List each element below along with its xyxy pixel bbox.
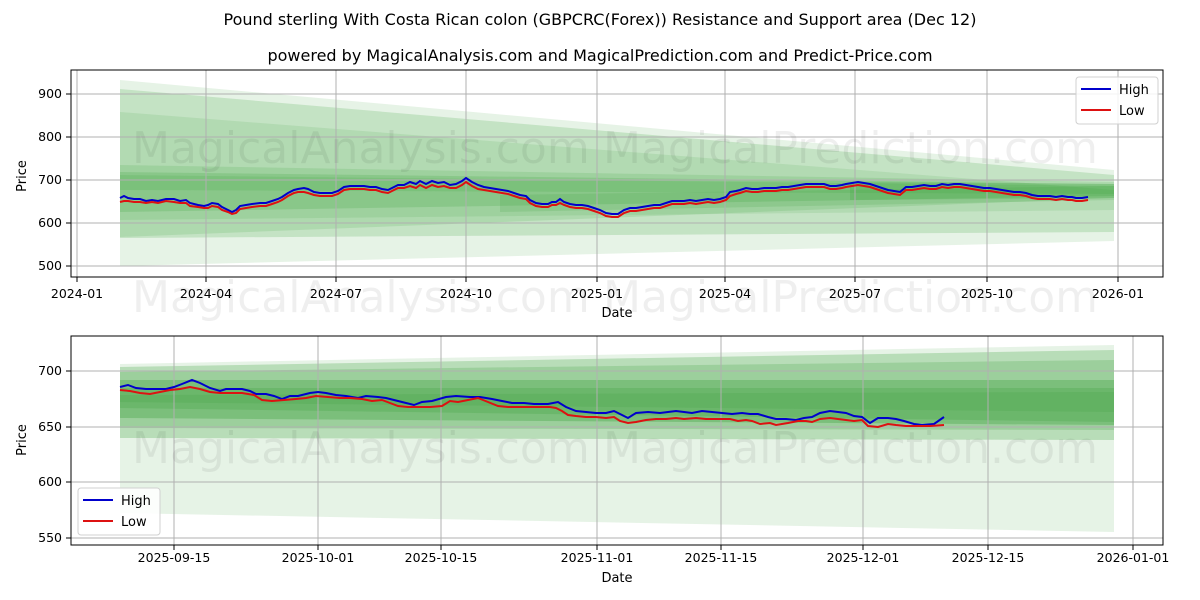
- x-tick-label: 2025-12-01: [827, 550, 900, 565]
- bottom-chart: MagicalAnalysis.com MagicalPrediction.co…: [15, 335, 1170, 586]
- top-axes-frame: [70, 69, 1164, 278]
- legend-low-label: Low: [121, 515, 147, 530]
- y-tick-label: 700: [38, 363, 62, 378]
- y-tick-label: 800: [38, 129, 62, 144]
- bottom-x-axis: 2025-09-15 2025-10-01 2025-10-15 2025-11…: [138, 545, 1170, 586]
- chart-title: Pound sterling With Costa Rican colon (G…: [223, 10, 977, 29]
- y-tick-label: 600: [38, 474, 62, 489]
- watermark-prediction: MagicalPrediction.com: [603, 123, 1098, 174]
- x-tick-label: 2024-10: [440, 286, 492, 301]
- x-axis-label: Date: [601, 571, 632, 586]
- watermark-prediction-3: MagicalPrediction.com: [603, 423, 1098, 474]
- x-tick-label: 2026-01-01: [1097, 550, 1170, 565]
- bottom-grid: [71, 336, 1163, 545]
- y-tick-label: 550: [38, 530, 62, 545]
- y-tick-label: 600: [38, 215, 62, 230]
- y-tick-label: 900: [38, 86, 62, 101]
- x-tick-label: 2025-11-01: [561, 550, 634, 565]
- watermark-analysis-3: MagicalAnalysis.com: [132, 423, 590, 474]
- x-tick-label: 2025-09-15: [138, 550, 211, 565]
- top-low-line: [119, 180, 1089, 218]
- bottom-axes-frame: [70, 335, 1164, 546]
- x-tick-label: 2026-01: [1092, 286, 1144, 301]
- top-legend: High Low: [1075, 76, 1159, 125]
- watermark-prediction-2: MagicalPrediction.com: [603, 272, 1098, 323]
- watermark-analysis: MagicalAnalysis.com: [132, 123, 590, 174]
- x-tick-label: 2024-04: [180, 286, 232, 301]
- legend-low-label: Low: [1119, 104, 1145, 119]
- top-y-axis: 900 800 700 600 500 Price: [15, 86, 71, 273]
- bottom-low-line: [119, 385, 945, 429]
- x-tick-label: 2025-12-15: [952, 550, 1025, 565]
- x-tick-label: 2025-07: [829, 286, 881, 301]
- legend-high-label: High: [1119, 83, 1149, 98]
- chart-subtitle: powered by MagicalAnalysis.com and Magic…: [267, 46, 933, 65]
- top-grid: [71, 70, 1163, 277]
- x-tick-label: 2025-11-15: [685, 550, 758, 565]
- x-tick-label: 2025-10-01: [282, 550, 355, 565]
- watermark-analysis-2: MagicalAnalysis.com: [132, 272, 590, 323]
- legend-high-label: High: [121, 494, 151, 509]
- x-tick-label: 2024-01: [51, 286, 103, 301]
- x-tick-label: 2025-04: [699, 286, 751, 301]
- bottom-legend: High Low: [77, 487, 161, 536]
- bottom-high-line: [119, 378, 945, 427]
- x-tick-label: 2025-10-15: [405, 550, 478, 565]
- y-axis-label: Price: [15, 160, 30, 192]
- y-tick-label: 650: [38, 419, 62, 434]
- x-axis-label: Date: [601, 306, 632, 321]
- bottom-y-axis: 700 650 600 550 Price: [15, 363, 71, 545]
- x-tick-label: 2024-07: [310, 286, 362, 301]
- y-tick-label: 700: [38, 172, 62, 187]
- top-chart: MagicalAnalysis.com MagicalPrediction.co…: [15, 69, 1164, 321]
- x-tick-label: 2025-10: [961, 286, 1013, 301]
- top-x-axis: 2024-01 2024-04 2024-07 2024-10 2025-01 …: [51, 277, 1144, 321]
- top-high-line: [119, 176, 1089, 215]
- y-axis-label: Price: [15, 424, 30, 456]
- x-tick-label: 2025-01: [571, 286, 623, 301]
- y-tick-label: 500: [38, 258, 62, 273]
